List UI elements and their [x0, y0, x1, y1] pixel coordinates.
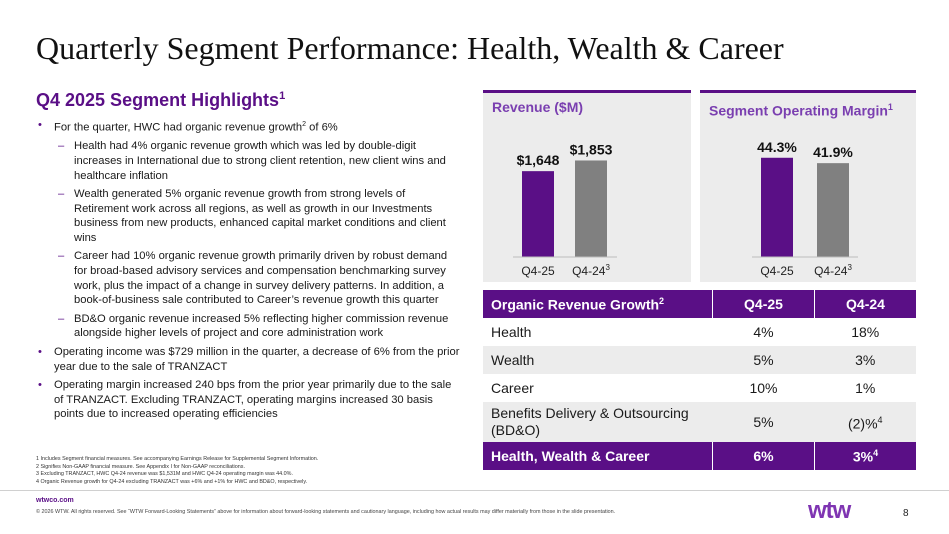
table-header-row: Organic Revenue Growth2 Q4-25 Q4-24	[483, 290, 916, 318]
margin-chart-title: Segment Operating Margin1	[709, 102, 893, 119]
revenue-chart-panel: Revenue ($M) $1,648 Q4-25 $1,853 Q4-243	[483, 90, 691, 282]
bar-q4-25	[761, 157, 793, 257]
organic-growth-table: Organic Revenue Growth2 Q4-25 Q4-24 Heal…	[483, 290, 916, 470]
sub-bullet-career: Career had 10% organic revenue growth pr…	[36, 249, 461, 307]
row-value-q4-25: 5%	[712, 402, 815, 442]
total-label: Health, Wealth & Career	[483, 442, 713, 470]
total-value-q4-25: 6%	[712, 442, 815, 470]
revenue-chart-title: Revenue ($M)	[492, 99, 584, 115]
sub-bullet-bdo: BD&O organic revenue increased 5% reflec…	[36, 312, 461, 341]
highlights-title: Q4 2025 Segment Highlights1	[36, 90, 286, 110]
data-label: $1,648	[517, 152, 560, 168]
data-label: $1,853	[570, 141, 613, 157]
row-value-q4-25: 5%	[712, 346, 815, 374]
table-header-label: Organic Revenue Growth2	[483, 290, 713, 318]
row-value-q4-24: (2)%4	[814, 402, 916, 442]
row-label: Health	[491, 324, 532, 340]
bullet-operating-income: Operating income was $729 million in the…	[36, 345, 461, 374]
row-value-q4-25: 10%	[749, 380, 778, 396]
row-value-q4-25: 4%	[753, 324, 774, 340]
footnote-2: 2 Signifies Non-GAAP financial measure. …	[36, 463, 245, 470]
row-value-q4-24: 3%	[814, 346, 916, 374]
row-value-q4-24: 1%	[855, 380, 876, 396]
table-row: Wealth 5% 3%	[483, 346, 916, 374]
row-label: Career	[491, 380, 534, 396]
data-label: 44.3%	[757, 139, 797, 155]
bullet-organic-growth: For the quarter, HWC had organic revenue…	[36, 118, 461, 135]
x-tick-label: Q4-243	[814, 263, 852, 278]
footer-divider	[0, 490, 949, 491]
x-tick-label: Q4-25	[760, 264, 794, 278]
x-tick-label: Q4-25	[521, 264, 555, 278]
footer-copyright: © 2026 WTW. All rights reserved. See “WT…	[36, 509, 616, 515]
margin-chart: 44.3% Q4-25 41.9% Q4-243	[752, 139, 858, 278]
table-header-q4-25: Q4-25	[712, 290, 815, 318]
wtw-logo: wtw	[808, 497, 851, 524]
highlights-list: For the quarter, HWC had organic revenue…	[36, 118, 461, 426]
table-row: Career 10% 1%	[483, 374, 916, 402]
table-total-row: Health, Wealth & Career 6% 3%4	[483, 442, 916, 470]
data-label: 41.9%	[813, 144, 853, 160]
page-number: 8	[903, 508, 909, 519]
footnote-3: 3 Excluding TRANZACT, HWC Q4-24 revenue …	[36, 471, 293, 478]
row-label: Benefits Delivery & Outsourcing (BD&O)	[483, 402, 713, 442]
footer-site-link[interactable]: wtwco.com	[36, 497, 74, 504]
table-row: Health 4% 18%	[483, 318, 916, 346]
footnote-1: 1 Includes Segment financial measures. S…	[36, 456, 319, 462]
row-label: Wealth	[483, 346, 713, 374]
revenue-chart: $1,648 Q4-25 $1,853 Q4-243	[513, 141, 617, 278]
margin-chart-panel: Segment Operating Margin1 44.3% Q4-25 41.9…	[700, 90, 916, 282]
bar-q4-25	[522, 171, 554, 257]
x-tick-label: Q4-243	[572, 263, 610, 278]
page-title: Quarterly Segment Performance: Health, W…	[36, 30, 784, 66]
footnote-4: 4 Organic Revenue growth for Q4-24 exclu…	[36, 478, 308, 485]
sub-bullet-health: Health had 4% organic revenue growth whi…	[36, 139, 461, 183]
row-value-q4-24: 18%	[851, 324, 880, 340]
bar-q4-24	[575, 160, 607, 257]
footnotes: 1 Includes Segment financial measures. S…	[36, 456, 476, 486]
table-header-q4-24: Q4-24	[814, 290, 916, 318]
total-value-q4-24: 3%4	[814, 442, 916, 470]
sub-bullet-wealth: Wealth generated 5% organic revenue grow…	[36, 187, 461, 245]
bar-q4-24	[817, 163, 849, 257]
bullet-operating-margin: Operating margin increased 240 bps from …	[36, 378, 461, 422]
table-row: Benefits Delivery & Outsourcing (BD&O) 5…	[483, 402, 916, 442]
